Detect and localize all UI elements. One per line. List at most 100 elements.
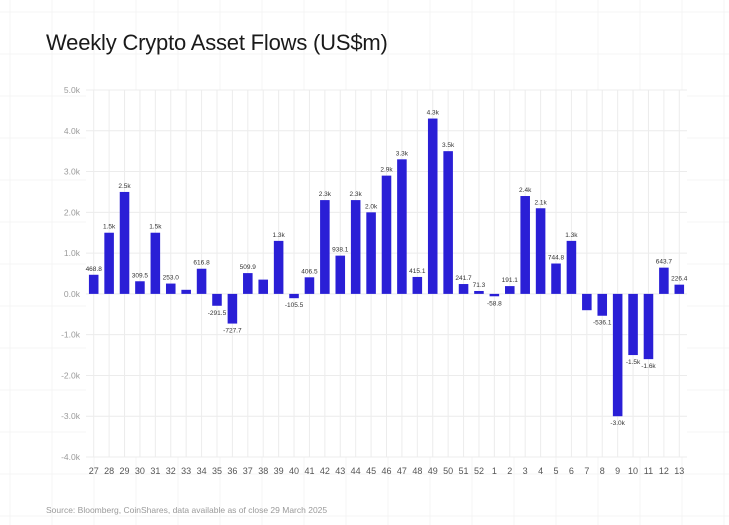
bar	[397, 159, 407, 294]
bar	[165, 283, 176, 294]
bar	[227, 293, 238, 324]
data-label: -291.5	[208, 310, 227, 317]
bar	[350, 200, 361, 294]
bar	[88, 274, 99, 294]
x-tick-label: 51	[459, 466, 469, 476]
x-tick-label: 6	[569, 466, 574, 476]
x-tick-label: 9	[615, 466, 620, 476]
x-tick-label: 7	[584, 466, 589, 476]
x-tick-label: 52	[474, 466, 484, 476]
x-tick-label: 37	[243, 466, 253, 476]
x-tick-label: 31	[150, 466, 160, 476]
x-tick-label: 41	[304, 466, 314, 476]
x-tick-label: 32	[166, 466, 176, 476]
y-tick-label: -1.0k	[61, 330, 81, 340]
source-note: Source: Bloomberg, CoinShares, data avai…	[46, 505, 328, 515]
data-label: 2.0k	[365, 203, 378, 210]
data-label: 1.5k	[103, 224, 116, 231]
bar	[104, 232, 114, 294]
data-label: 406.5	[301, 268, 318, 275]
x-tick-label: 42	[320, 466, 330, 476]
data-label: 616.8	[193, 260, 210, 267]
data-label: 2.1k	[534, 199, 547, 206]
data-label: -727.7	[223, 328, 242, 335]
bar	[474, 290, 484, 294]
x-tick-label: 34	[197, 466, 207, 476]
data-label: 2.5k	[118, 183, 131, 190]
x-tick-label: 5	[554, 466, 559, 476]
bar	[643, 293, 654, 360]
bar	[520, 196, 530, 294]
data-label: 3.3k	[396, 150, 409, 157]
data-label: 744.8	[548, 255, 565, 262]
x-tick-label: 33	[181, 466, 191, 476]
data-label: 509.9	[240, 264, 257, 271]
bar	[181, 289, 191, 294]
bar	[566, 240, 577, 294]
bar	[289, 293, 299, 299]
data-label: 191.1	[502, 277, 519, 284]
x-tick-label: 8	[600, 466, 605, 476]
bar	[196, 268, 207, 294]
data-label: 1.5k	[149, 224, 162, 231]
bar	[119, 191, 130, 294]
data-label: 309.5	[132, 272, 149, 279]
bar	[535, 208, 546, 294]
x-tick-label: 1	[492, 466, 497, 476]
data-label: -3.0k	[610, 420, 625, 427]
x-tick-label: 39	[274, 466, 284, 476]
x-tick-label: 30	[135, 466, 145, 476]
bar	[443, 151, 453, 294]
x-tick-label: 47	[397, 466, 407, 476]
y-tick-label: -2.0k	[61, 370, 81, 380]
data-label: 1.3k	[565, 232, 578, 239]
x-tick-label: 36	[227, 466, 237, 476]
chart-title: Weekly Crypto Asset Flows (US$m)	[46, 30, 388, 55]
data-label: 253.0	[163, 275, 180, 282]
bar	[150, 232, 161, 294]
x-tick-label: 45	[366, 466, 376, 476]
x-tick-label: 49	[428, 466, 438, 476]
data-label: 415.1	[409, 268, 426, 275]
x-tick-label: 27	[89, 466, 99, 476]
y-tick-label: -4.0k	[61, 452, 81, 462]
bar	[304, 277, 315, 294]
bar	[659, 267, 669, 294]
x-tick-label: 29	[120, 466, 130, 476]
bar	[628, 293, 638, 356]
x-tick-label: 40	[289, 466, 299, 476]
data-label: 71.3	[473, 282, 486, 289]
bar	[273, 240, 284, 294]
y-tick-label: 3.0k	[64, 167, 81, 177]
x-tick-label: 46	[381, 466, 391, 476]
data-label: -105.5	[285, 302, 304, 309]
y-tick-label: 2.0k	[64, 207, 81, 217]
data-label: 468.8	[86, 266, 103, 273]
data-label: -1.6k	[641, 363, 656, 370]
x-tick-label: 11	[644, 466, 653, 476]
x-tick-label: 38	[258, 466, 268, 476]
x-tick-label: 28	[104, 466, 114, 476]
x-tick-label: 44	[351, 466, 361, 476]
data-label: -58.8	[487, 300, 502, 307]
x-tick-label: 43	[335, 466, 345, 476]
y-tick-label: 1.0k	[64, 248, 81, 258]
bar	[458, 284, 469, 294]
data-label: 643.7	[656, 259, 673, 266]
y-tick-label: 0.0k	[64, 289, 81, 299]
bar	[381, 175, 392, 294]
y-tick-label: 4.0k	[64, 126, 81, 136]
bar	[427, 118, 438, 294]
data-label: 226.4	[671, 276, 688, 283]
data-label: 2.3k	[350, 191, 363, 198]
data-label: 241.7	[455, 275, 472, 282]
bar	[243, 273, 253, 294]
bar	[551, 263, 561, 294]
bar	[597, 293, 608, 316]
bar	[489, 293, 500, 297]
y-tick-label: 5.0k	[64, 85, 81, 95]
data-label: 4.3k	[427, 110, 440, 117]
y-tick-label: -3.0k	[61, 411, 81, 421]
bar	[412, 276, 423, 294]
